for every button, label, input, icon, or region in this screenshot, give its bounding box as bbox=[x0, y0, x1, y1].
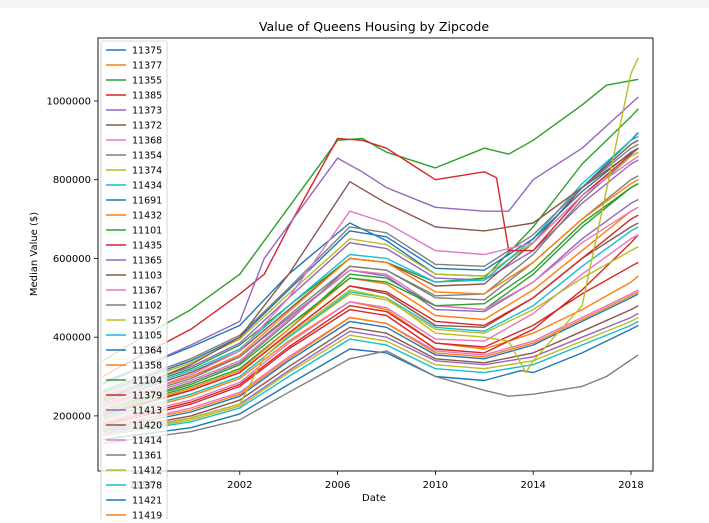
legend-entry-label: 11368 bbox=[132, 136, 162, 147]
series-line bbox=[102, 293, 639, 431]
x-axis-ticks: 199820022006201020142018 bbox=[129, 471, 644, 491]
legend-entry-label: 11103 bbox=[132, 271, 162, 282]
legend-entry-label: 11105 bbox=[132, 331, 162, 342]
legend-entry-label: 11367 bbox=[132, 286, 162, 297]
legend-entry-label: 11373 bbox=[132, 106, 162, 117]
window-top-strip bbox=[0, 0, 709, 8]
series-line bbox=[102, 182, 639, 413]
legend-entry-label: 11414 bbox=[132, 436, 162, 447]
x-tick-label: 2018 bbox=[618, 480, 643, 491]
series-line bbox=[102, 155, 639, 407]
legend-entry-label: 11354 bbox=[132, 151, 162, 162]
series-line bbox=[102, 320, 639, 437]
series-line bbox=[102, 275, 639, 421]
series-line bbox=[102, 261, 639, 425]
legend-entry-label: 11355 bbox=[132, 76, 162, 87]
series-line bbox=[102, 226, 639, 419]
legend-entry-label: 11358 bbox=[132, 361, 162, 372]
legend-entry-label: 11379 bbox=[132, 391, 162, 402]
legend-entry-label: 11413 bbox=[132, 406, 162, 417]
x-tick-label: 2010 bbox=[423, 480, 448, 491]
legend-entry-label: 11421 bbox=[132, 496, 162, 507]
x-tick-label: 2014 bbox=[520, 480, 545, 491]
legend-entry-label: 11375 bbox=[132, 46, 162, 57]
y-axis-label: Median Value ($) bbox=[29, 212, 40, 296]
legend-entry-label: 11102 bbox=[132, 301, 162, 312]
legend-entry-label: 11419 bbox=[132, 511, 162, 520]
legend-entry-label: 11434 bbox=[132, 181, 162, 192]
legend-entry-label: 11385 bbox=[132, 91, 162, 102]
series-line bbox=[102, 135, 639, 401]
series-line bbox=[102, 143, 639, 391]
series-line bbox=[102, 137, 639, 378]
series-line bbox=[102, 159, 639, 397]
legend-entry-label: 11432 bbox=[132, 211, 162, 222]
legend-entry-label: 11378 bbox=[132, 481, 162, 492]
legend-box bbox=[100, 40, 168, 523]
series-line bbox=[102, 305, 639, 433]
series-line bbox=[102, 234, 639, 427]
legend-entry-label: 11412 bbox=[132, 466, 162, 477]
series-line bbox=[102, 78, 639, 362]
series-line bbox=[102, 179, 639, 405]
x-tick-label: 2002 bbox=[227, 480, 252, 491]
y-axis-ticks: 200000 400000 600000 800000 1000000 bbox=[46, 96, 98, 422]
series-line bbox=[102, 151, 639, 407]
x-axis-label: Date bbox=[362, 493, 386, 504]
series-line bbox=[102, 182, 639, 411]
series-line bbox=[102, 147, 639, 401]
y-tick-label: 800000 bbox=[53, 175, 91, 186]
plot-frame bbox=[97, 37, 654, 472]
y-tick-label: 600000 bbox=[53, 254, 91, 265]
series-line bbox=[102, 96, 639, 386]
chart-title: Value of Queens Housing by Zipcode bbox=[259, 19, 489, 34]
legend-entry-label: 11104 bbox=[132, 376, 162, 387]
legend-entry-label: 11420 bbox=[132, 421, 162, 432]
legend-entry-label: 11101 bbox=[132, 226, 162, 237]
x-tick-label: 2006 bbox=[325, 480, 350, 491]
series-line bbox=[102, 289, 639, 429]
series-line bbox=[102, 291, 639, 429]
series-line bbox=[102, 214, 639, 415]
series-line bbox=[102, 206, 639, 409]
series-lines bbox=[102, 57, 639, 445]
series-line bbox=[102, 57, 639, 437]
legend-entry-label: 11365 bbox=[132, 256, 162, 267]
legend-entry-label: 11691 bbox=[132, 196, 162, 207]
y-tick-label: 400000 bbox=[53, 333, 91, 344]
legend-entry-label: 11377 bbox=[132, 61, 162, 72]
legend-entry-label: 11374 bbox=[132, 166, 162, 177]
legend: 11375 11377 11355 11385 11373 11372 11368 11354… bbox=[100, 40, 168, 523]
legend-entry-label: 11357 bbox=[132, 316, 162, 327]
legend-entry-label: 11361 bbox=[132, 451, 162, 462]
legend-entry-label: 11364 bbox=[132, 346, 162, 357]
series-line bbox=[102, 132, 639, 384]
series-line bbox=[102, 316, 639, 437]
series-line bbox=[102, 350, 639, 445]
y-tick-label: 1000000 bbox=[46, 96, 91, 107]
series-line bbox=[102, 206, 639, 415]
legend-entry-label: 11372 bbox=[132, 121, 162, 132]
series-line bbox=[102, 108, 639, 399]
legend-entry-label: 11435 bbox=[132, 241, 162, 252]
y-tick-label: 200000 bbox=[53, 411, 91, 422]
